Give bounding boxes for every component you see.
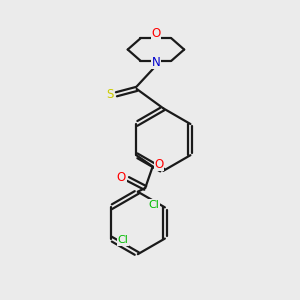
- Text: O: O: [154, 158, 164, 171]
- Text: S: S: [106, 88, 114, 101]
- Text: O: O: [117, 171, 126, 184]
- Text: Cl: Cl: [148, 200, 159, 210]
- Text: O: O: [151, 26, 160, 40]
- Text: N: N: [152, 56, 160, 69]
- Text: Cl: Cl: [117, 235, 128, 245]
